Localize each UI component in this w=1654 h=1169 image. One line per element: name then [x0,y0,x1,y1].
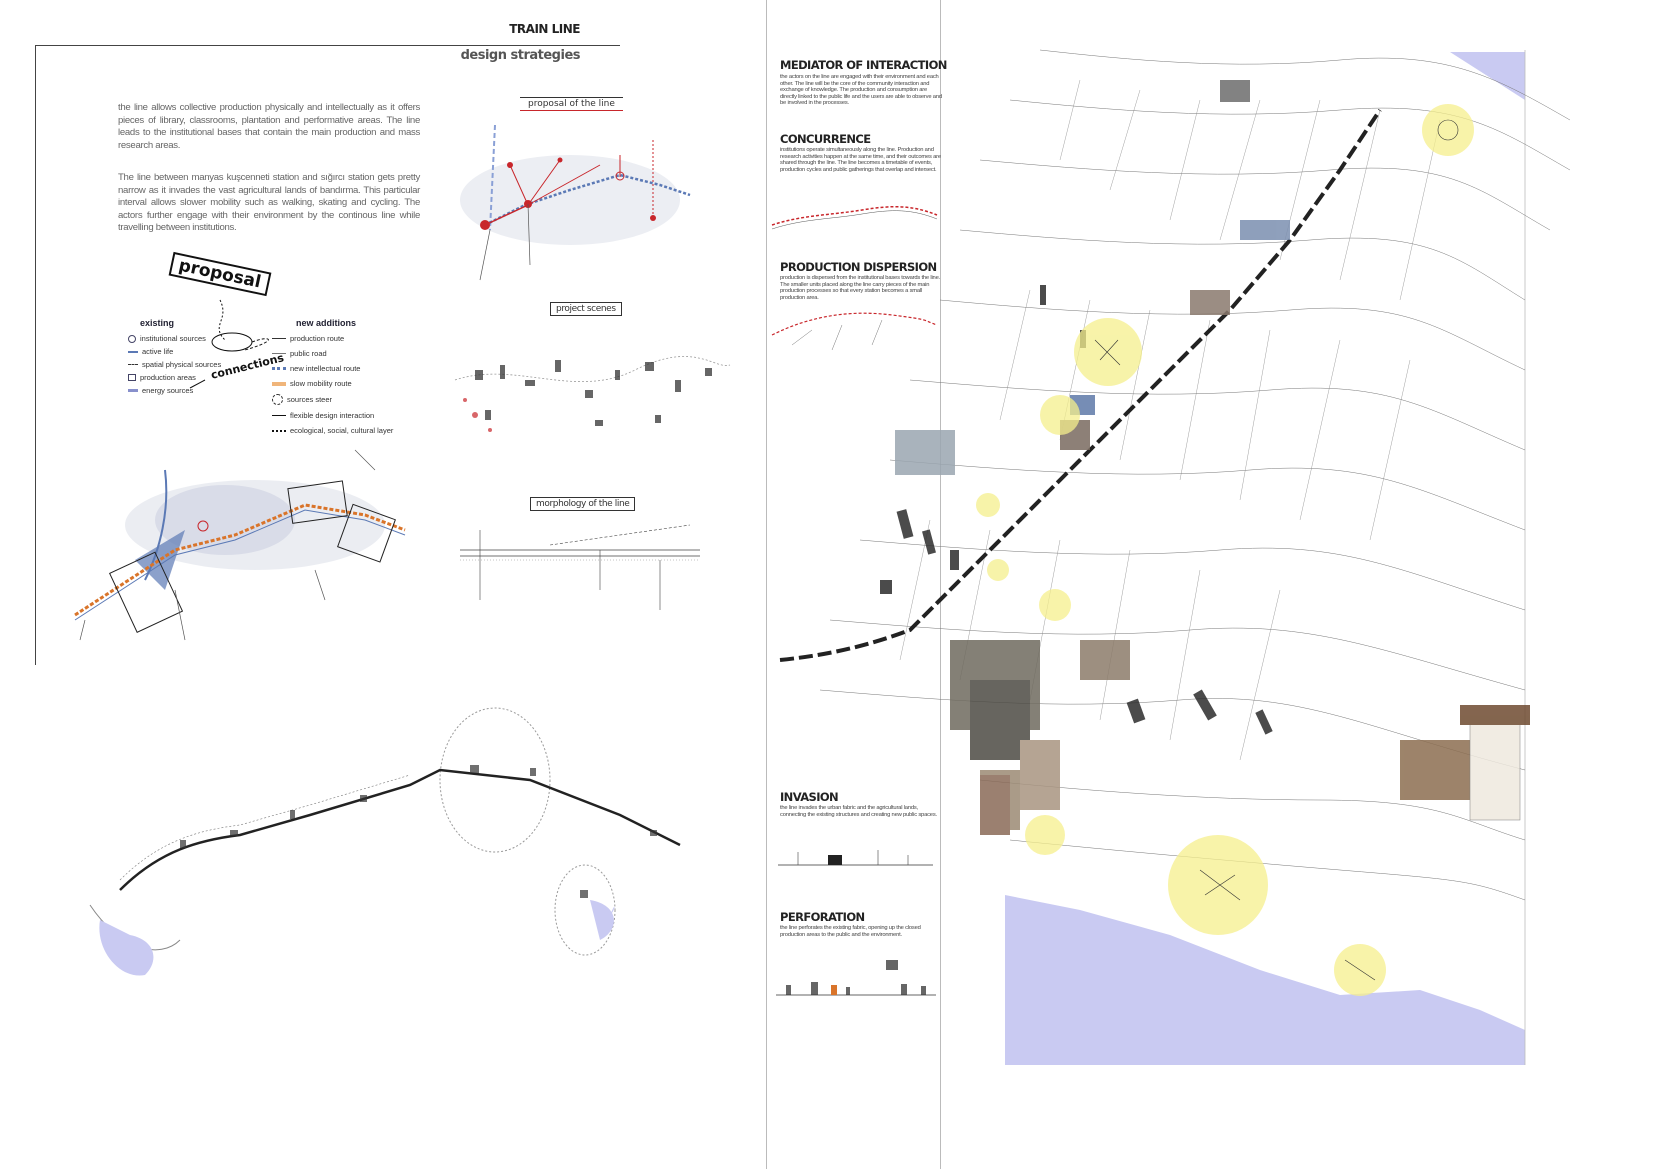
strategy-title: CONCURRENCE [780,132,871,146]
route-map [74,449,406,641]
line-perspective-strip [89,707,681,976]
strategy-text: the line perforates the existing fabric,… [780,925,921,938]
legend-item: new intellectual route [272,364,393,373]
column-divider-right [940,0,941,1169]
invasion-section [778,850,933,866]
legend-item: spatial physical sources [128,360,221,369]
legend-item: sources steer [272,394,393,405]
strategy-title: MEDIATOR OF INTERACTION [780,58,947,72]
legend-new-heading: new additions [296,318,357,328]
header-rule [35,45,620,46]
legend-item: production areas [128,373,221,382]
production-dispersion-diagram [771,312,938,351]
legend-item: institutional sources [128,334,221,343]
panel-morphology-label: morphology of the line [530,497,636,511]
legend-item: flexible design interaction [272,411,393,420]
strategy-text: institutions operate simultaneously alon… [780,147,941,173]
strategy-title: PRODUCTION DISPERSION [780,260,937,274]
legend-item: energy sources [128,386,221,395]
legend-new: production route public road new intelle… [272,334,393,435]
legend-existing-heading: existing [140,318,175,328]
perforation-section [776,960,936,996]
column-divider-left [766,0,767,1169]
panel-proposal-of-line-label: proposal of the line [520,97,623,111]
left-margin-rule [35,45,36,665]
intro-paragraph-1: the line allows collective production ph… [118,102,420,151]
page-title: TRAIN LINE [509,22,580,36]
legend-existing: institutional sources active life spatia… [128,334,221,395]
strategy-text: the line invades the urban fabric and th… [780,805,937,818]
legend-item: active life [128,347,221,356]
strategy-text: the actors on the line are engaged with … [780,74,942,107]
concurrence-diagram [771,205,938,230]
strategy-title: INVASION [780,790,839,804]
proposal-connector-lines [189,299,269,389]
strategy-title: PERFORATION [780,910,865,924]
legend-item: ecological, social, cultural layer [272,426,393,435]
proposal-of-line-map [460,124,691,281]
project-scenes-drawing [454,356,731,432]
legend-item: slow mobility route [272,379,393,388]
morphology-section [460,524,700,610]
strategy-text: production is dispersed from the institu… [780,275,941,301]
axonometric-site-drawing [779,49,1571,1065]
intro-paragraph-2: The line between manyas kuşcenneti stati… [118,172,420,233]
page-subtitle: design strategies [460,48,581,63]
legend-item: production route [272,334,393,343]
legend-item: public road [272,349,393,358]
panel-project-scenes-label: project scenes [550,302,622,316]
